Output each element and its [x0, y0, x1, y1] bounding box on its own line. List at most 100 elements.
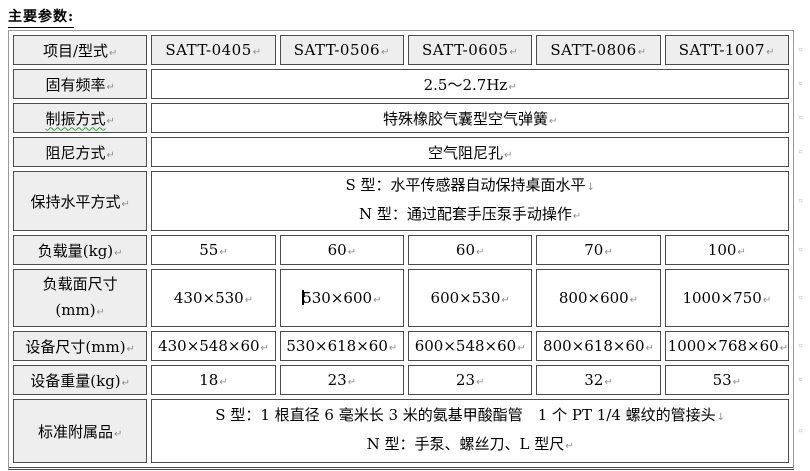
merged-value-cell[interactable]: S 型：水平传感器自动保持桌面水平↓ N 型：通过配套手压泵手动操作↵: [151, 171, 789, 231]
cell-end-mark: ↵: [604, 377, 613, 388]
value-cell[interactable]: 55↵: [151, 235, 276, 265]
cell-end-mark: ↵: [113, 428, 123, 440]
value-cell[interactable]: 23↵: [408, 365, 533, 395]
table-row: 负载量(kg)↵ 55↵ 60↵ 60↵ 70↵ 100↵: [13, 235, 789, 265]
merged-value-cell[interactable]: 2.5～2.7Hz↵: [151, 69, 789, 99]
cell-end-mark: ↵: [645, 343, 654, 354]
cell-end-mark: ↵: [106, 81, 115, 93]
cell-end-mark: ↵: [509, 47, 519, 58]
value-cell[interactable]: 430×548×60↵: [151, 331, 276, 361]
spellcheck-text: 制振方式: [45, 109, 106, 128]
text-cursor: [302, 290, 305, 305]
end-of-row-mark: ¤: [798, 341, 804, 350]
table-row: 负载面尺寸 (mm)↵ 430×530↵ 530×600↵ 600×530↵ 8…: [13, 269, 789, 327]
value-cell[interactable]: 100↵: [664, 235, 789, 265]
cell-end-mark: ↵: [476, 377, 485, 388]
cell-end-mark: ↵: [252, 47, 262, 58]
value-cell[interactable]: 60↵: [279, 235, 404, 265]
value-cell[interactable]: 18↵: [151, 365, 276, 395]
end-of-row-mark: ¤: [798, 79, 804, 88]
value-cell[interactable]: 530×600↵: [279, 269, 404, 327]
value-cell[interactable]: 70↵: [536, 235, 661, 265]
value-cell[interactable]: 32↵: [536, 365, 661, 395]
cell-end-mark: ↵: [381, 47, 390, 58]
table-row: 标准附属品↵ S 型：1 根直径 6 毫米长 3 米的氨基甲酸酯管 1 个 PT…: [13, 399, 789, 463]
table-row: 固有频率↵ 2.5～2.7Hz↵: [13, 69, 789, 99]
table-row: 制振方式↵ 特殊橡胶气囊型空气弹簧↵: [13, 103, 789, 133]
cell-end-mark: ↵: [501, 295, 510, 306]
end-of-row-mark: ¤: [798, 147, 804, 156]
cell-end-mark: ↵: [106, 115, 115, 127]
merged-value-cell[interactable]: 空气阻尼孔↵: [151, 137, 789, 167]
value-cell[interactable]: 430×530↵: [151, 269, 276, 327]
value-cell[interactable]: 600×548×60↵: [408, 331, 533, 361]
cell-end-mark: ↵: [503, 149, 513, 161]
cell-end-mark: ↵: [219, 247, 228, 258]
header-label-cell[interactable]: 项目/型式↵: [13, 35, 148, 65]
row-label-cell[interactable]: 负载量(kg)↵: [13, 235, 148, 265]
line-break-mark: ↓: [586, 182, 595, 193]
model-cell[interactable]: SATT-1007↵: [664, 35, 789, 65]
end-of-row-mark: ¤: [798, 245, 804, 254]
cell-end-mark: ↵: [508, 81, 517, 93]
cell-end-mark: ↵: [565, 441, 574, 452]
end-of-row-mark: ¤: [798, 293, 804, 302]
end-of-row-mark: ¤: [798, 113, 804, 122]
value-cell[interactable]: 530×618×60↵: [279, 331, 404, 361]
cell-end-mark: ↵: [373, 295, 382, 306]
merged-value-cell[interactable]: 特殊橡胶气囊型空气弹簧↵: [151, 103, 789, 133]
model-cell[interactable]: SATT-0806↵: [536, 35, 661, 65]
value-cell[interactable]: 60↵: [408, 235, 533, 265]
line-break-mark: ↓: [716, 412, 726, 423]
value-cell[interactable]: 800×600↵: [536, 269, 661, 327]
row-label-cell[interactable]: 设备尺寸(mm)↵: [13, 331, 148, 361]
cell-end-mark: ↵: [126, 343, 135, 355]
cell-end-mark: ↵: [121, 198, 130, 210]
model-cell[interactable]: SATT-0506↵: [279, 35, 404, 65]
cell-end-mark: ↵: [517, 343, 526, 354]
cell-end-mark: ↵: [762, 295, 772, 306]
table-row-header: 项目/型式↵ SATT-0405↵ SATT-0506↵ SATT-0605↵ …: [13, 35, 789, 65]
cell-end-mark: ↵: [548, 115, 558, 127]
cell-end-mark: ↵: [779, 343, 789, 354]
cell-end-mark: ↵: [96, 306, 105, 318]
cell-end-mark: ↵: [604, 247, 613, 258]
table-row: 保持水平方式↵ S 型：水平传感器自动保持桌面水平↓ N 型：通过配套手压泵手动…: [13, 171, 789, 231]
cell-end-mark: ↵: [109, 47, 118, 59]
spec-table: 项目/型式↵ SATT-0405↵ SATT-0506↵ SATT-0605↵ …: [8, 30, 794, 470]
cell-end-mark: ↵: [732, 377, 742, 388]
value-cell[interactable]: 800×618×60↵: [536, 331, 661, 361]
cell-end-mark: ↵: [629, 295, 639, 306]
merged-value-cell[interactable]: S 型：1 根直径 6 毫米长 3 米的氨基甲酸酯管 1 个 PT 1/4 螺纹…: [151, 399, 789, 463]
row-label-cell[interactable]: 保持水平方式↵: [13, 171, 148, 231]
model-cell[interactable]: SATT-0405↵: [151, 35, 276, 65]
cell-end-mark: ↵: [260, 343, 269, 354]
cell-end-mark: ↵: [121, 377, 131, 389]
end-of-row-mark: ¤: [798, 45, 804, 54]
row-label-cell[interactable]: 负载面尺寸 (mm)↵: [13, 269, 148, 327]
section-title[interactable]: 主要参数:: [8, 6, 75, 28]
cell-end-mark: ↵: [388, 343, 398, 354]
value-cell[interactable]: 23↵: [279, 365, 404, 395]
row-label-cell[interactable]: 设备重量(kg)↵: [13, 365, 148, 395]
cell-end-mark: ↵: [476, 247, 485, 258]
row-label-cell[interactable]: 阻尼方式↵: [13, 137, 148, 167]
cell-end-mark: ↵: [637, 47, 647, 58]
table-row: 阻尼方式↵ 空气阻尼孔↵: [13, 137, 789, 167]
table-row: 设备尺寸(mm)↵ 430×548×60↵ 530×618×60↵ 600×54…: [13, 331, 789, 361]
model-cell[interactable]: SATT-0605↵: [408, 35, 533, 65]
value-cell[interactable]: 1000×750↵: [664, 269, 789, 327]
row-label-cell[interactable]: 标准附属品↵: [13, 399, 148, 463]
value-cell[interactable]: 1000×768×60↵: [664, 331, 789, 361]
row-label-cell[interactable]: 固有频率↵: [13, 69, 148, 99]
value-cell[interactable]: 600×530↵: [408, 269, 533, 327]
cell-end-mark: ↵: [219, 377, 228, 388]
end-of-row-mark: ¤: [798, 375, 804, 384]
cell-end-mark: ↵: [737, 247, 746, 258]
end-of-row-mark: ¤: [798, 426, 804, 435]
row-label-cell[interactable]: 制振方式↵: [13, 103, 148, 133]
cell-end-mark: ↵: [347, 247, 357, 258]
cell-end-mark: ↵: [114, 247, 123, 259]
value-cell[interactable]: 53↵: [664, 365, 789, 395]
